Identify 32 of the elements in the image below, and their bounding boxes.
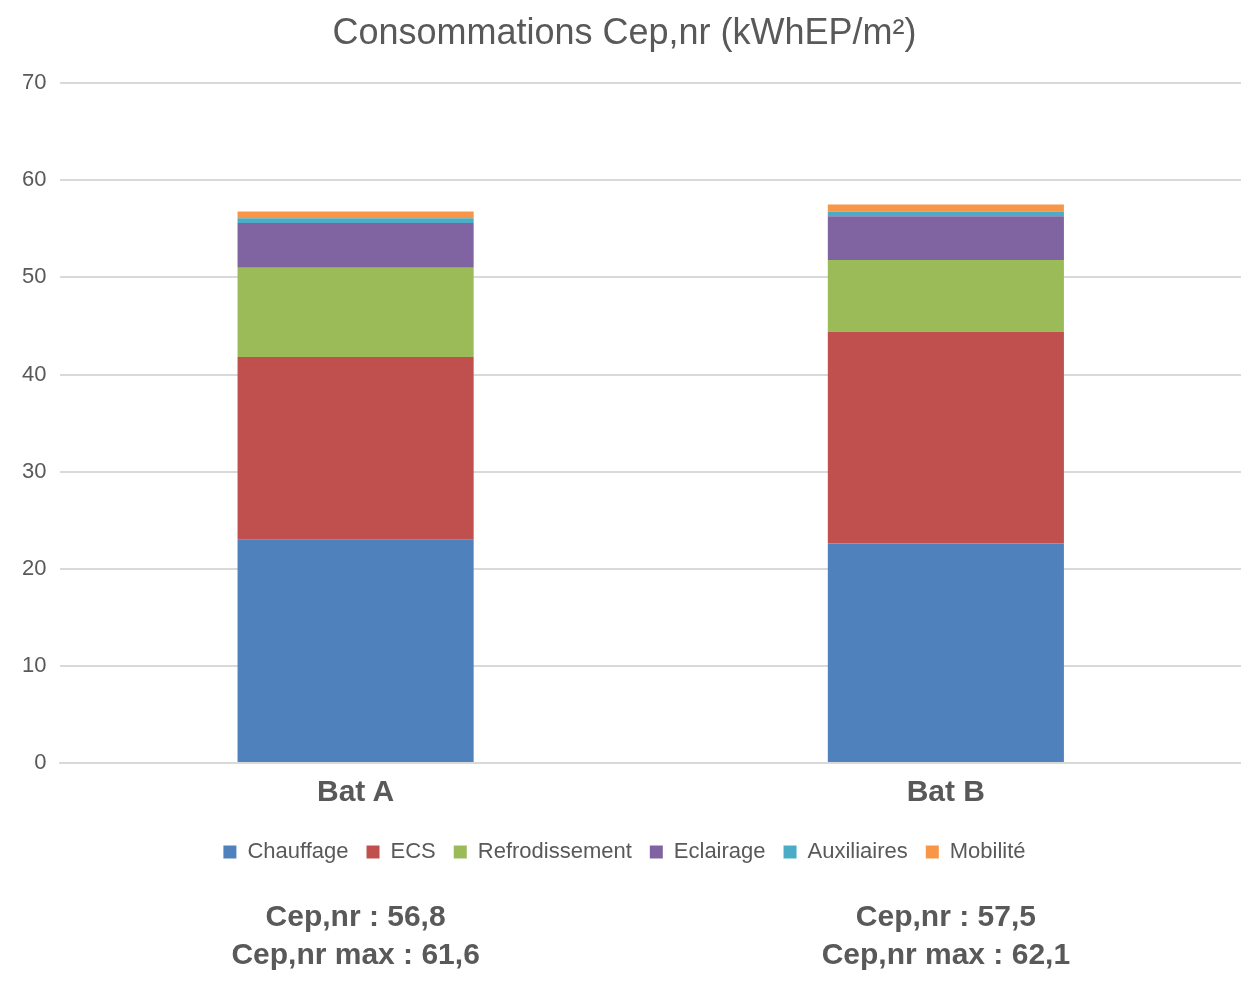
text: Cep,nr : 57,5: [855, 899, 1036, 933]
bar: [237, 267, 474, 358]
y-tick-label: 0: [34, 749, 47, 775]
legend-label: ECS: [390, 838, 436, 864]
chart-title: Consommations Cep,nr (kWhEP/m²): [332, 10, 917, 52]
bar: [237, 218, 474, 224]
x-tick-label: Bat B: [906, 774, 986, 808]
legend-label: Eclairage: [673, 838, 766, 864]
y-tick-label: 50: [21, 263, 47, 289]
y-tick-label: 30: [21, 457, 47, 483]
bar: [827, 543, 1064, 762]
bar: [237, 211, 474, 219]
text: Cep,nr : 56,8: [265, 899, 446, 933]
y-tick-label: 20: [21, 554, 47, 580]
bar: [237, 357, 474, 540]
y-tick-label: 40: [21, 360, 47, 386]
legend-label: Auxiliaires: [807, 838, 908, 864]
y-tick-label: 60: [21, 166, 47, 192]
legend-label: Chauffage: [247, 838, 349, 864]
bar: [237, 223, 474, 268]
legend-label: Refrodissement: [477, 838, 632, 864]
bar: [827, 331, 1064, 544]
text: Cep,nr max : 61,6: [231, 937, 480, 971]
text: Cep,nr max : 62,1: [821, 937, 1071, 971]
bar: [237, 539, 474, 762]
y-tick-label: 70: [21, 69, 47, 95]
bar: [827, 211, 1064, 217]
x-tick-label: Bat A: [316, 774, 395, 808]
legend-label: Mobilité: [949, 838, 1026, 864]
y-tick-label: 10: [21, 651, 47, 677]
bar: [827, 259, 1064, 332]
bar: [827, 216, 1064, 260]
